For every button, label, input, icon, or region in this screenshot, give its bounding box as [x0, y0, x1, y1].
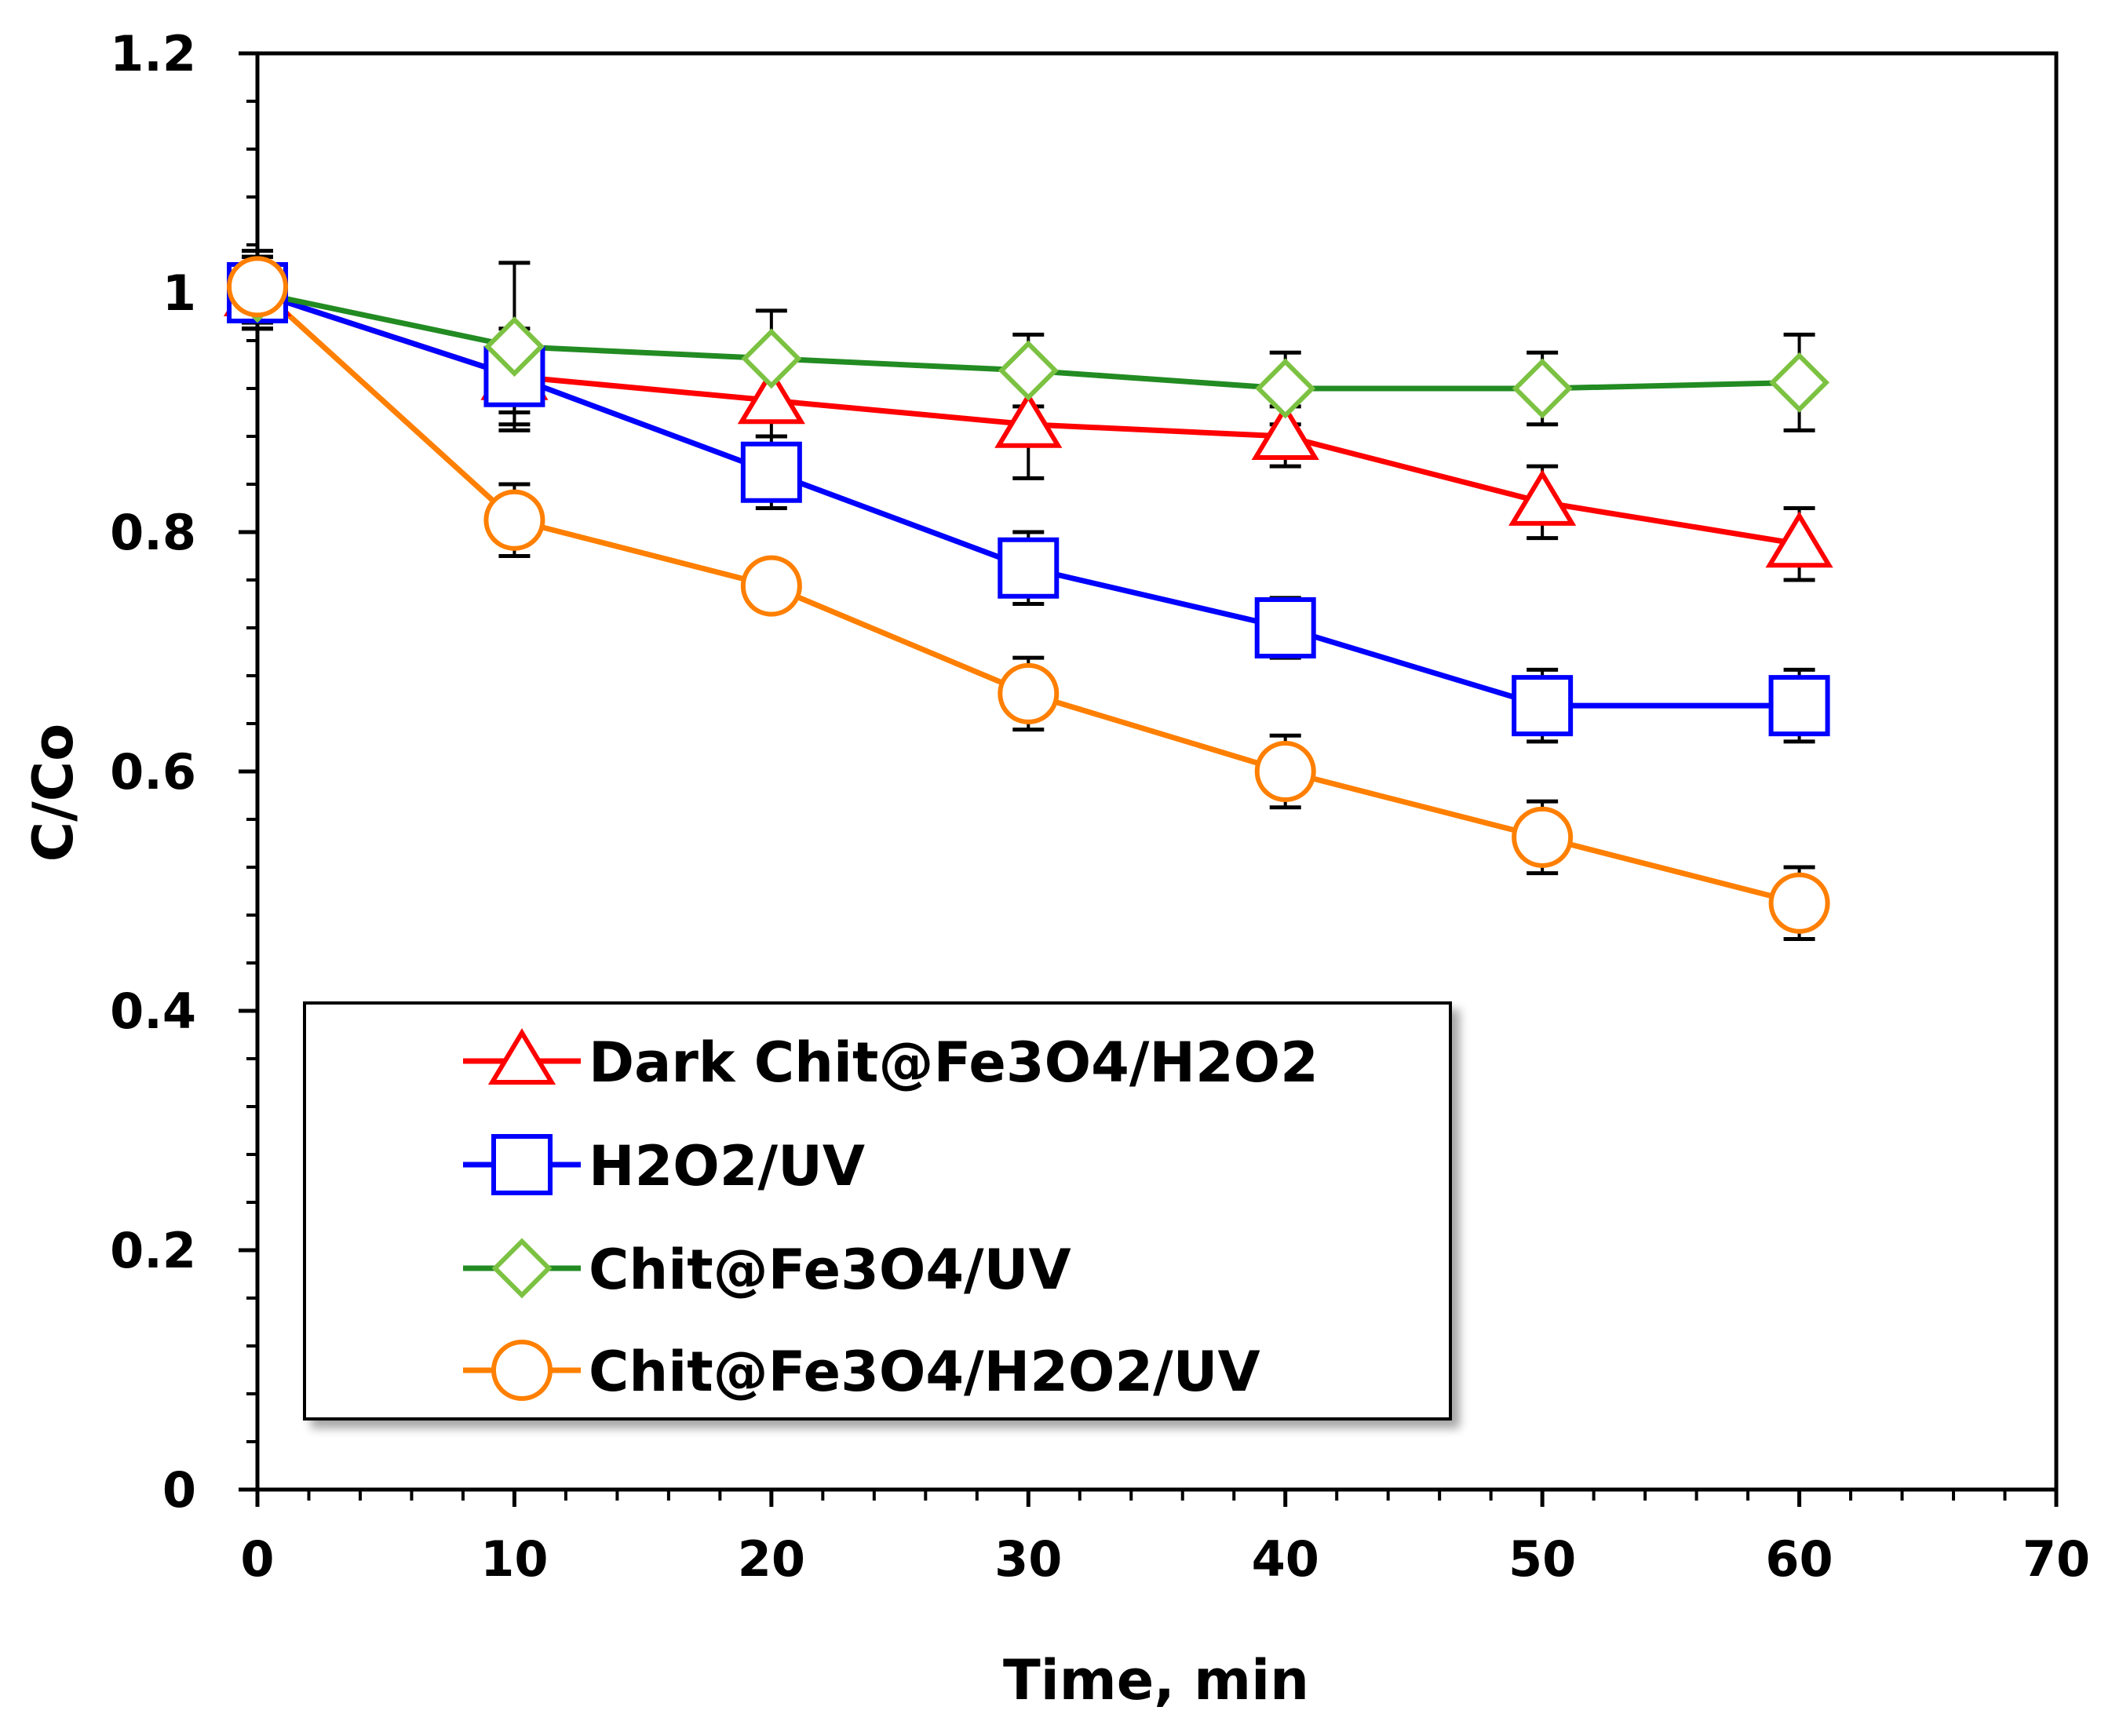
y-axis-title: C/Co — [21, 724, 86, 862]
data-point-circle — [227, 256, 288, 318]
data-point-circle — [1512, 806, 1574, 868]
data-point-triangle — [994, 391, 1063, 448]
legend-label: Dark Chit@Fe3O4/H2O2 — [589, 1030, 1319, 1095]
legend-marker-diamond — [491, 1238, 553, 1299]
data-point-diamond — [1255, 358, 1316, 419]
legend-label: H2O2/UV — [589, 1134, 865, 1198]
data-point-circle — [998, 662, 1060, 724]
data-point-triangle — [1251, 403, 1319, 460]
legend-marker-triangle — [487, 1028, 556, 1085]
x-tick-label: 60 — [1765, 1530, 1833, 1588]
data-point-circle — [1254, 741, 1316, 802]
data-point-diamond — [1769, 352, 1830, 413]
legend: Dark Chit@Fe3O4/H2O2 H2O2/UV Chit@Fe3O4/UV… — [303, 1001, 1452, 1421]
data-point-square — [740, 441, 802, 503]
data-point-circle — [1768, 872, 1830, 934]
x-tick-label: 20 — [738, 1530, 805, 1588]
y-tick-label: 0.8 — [110, 504, 196, 561]
data-point-square — [998, 537, 1060, 599]
x-tick-label: 30 — [994, 1530, 1062, 1588]
x-tick-label: 50 — [1508, 1530, 1576, 1588]
y-tick-label: 0.6 — [110, 743, 196, 801]
data-point-triangle — [1765, 511, 1833, 568]
y-tick-label: 0.4 — [110, 983, 196, 1040]
data-point-square — [1512, 675, 1574, 737]
x-tick-label: 10 — [480, 1530, 548, 1588]
y-tick-label: 0 — [162, 1461, 196, 1519]
legend-label: Chit@Fe3O4/UV — [589, 1238, 1071, 1302]
data-point-diamond — [998, 340, 1059, 401]
y-tick-label: 1 — [162, 264, 196, 322]
data-point-circle — [483, 489, 545, 551]
x-tick-label: 40 — [1252, 1530, 1319, 1588]
y-tick-label: 1.2 — [110, 25, 196, 82]
legend-marker-square — [491, 1134, 553, 1195]
data-point-square — [1254, 597, 1316, 658]
data-point-diamond — [741, 328, 802, 389]
y-tick-label: 0.2 — [110, 1222, 196, 1279]
x-axis-title: Time, min — [1003, 1648, 1309, 1712]
legend-marker-circle — [491, 1340, 553, 1401]
legend-label: Chit@Fe3O4/H2O2/UV — [589, 1340, 1260, 1404]
data-point-circle — [740, 555, 802, 617]
data-point-diamond — [483, 316, 545, 377]
data-point-diamond — [1512, 358, 1573, 419]
data-point-triangle — [737, 367, 805, 425]
data-point-triangle — [1508, 469, 1577, 526]
x-tick-label: 0 — [240, 1530, 274, 1588]
data-point-square — [1768, 675, 1830, 737]
x-tick-label: 70 — [2023, 1530, 2090, 1588]
